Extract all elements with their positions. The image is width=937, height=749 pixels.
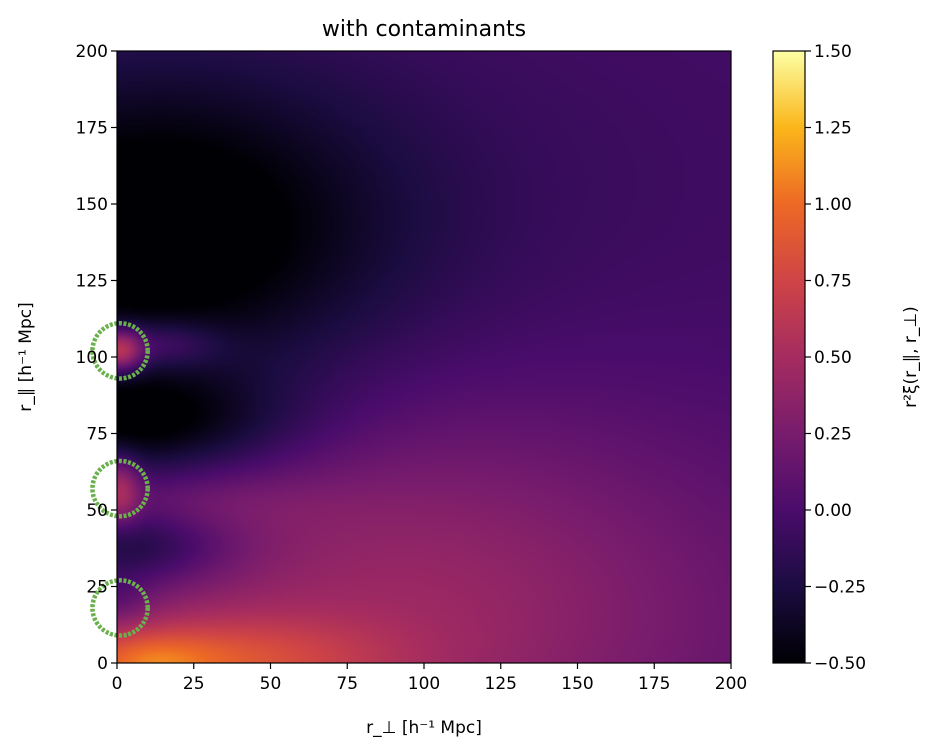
colorbar-tick-label: 0.25 [814, 425, 852, 445]
contaminant-markers [90, 321, 150, 638]
contaminant-circle-marker [90, 321, 150, 381]
y-tick-label: 150 [76, 195, 108, 215]
x-tick-label: 75 [336, 674, 358, 694]
contaminant-circle-marker [90, 458, 150, 519]
x-tick-label: 175 [638, 674, 670, 694]
heatmap-image [117, 51, 731, 663]
y-tick-label: 75 [86, 425, 108, 445]
chart-title: with contaminants [322, 17, 526, 42]
y-tick-label: 100 [76, 348, 108, 368]
x-tick-label: 100 [408, 674, 440, 694]
x-tick-label: 200 [715, 674, 747, 694]
colorbar-tick-label: 1.50 [814, 42, 852, 62]
x-tick-label: 25 [183, 674, 205, 694]
colorbar-label: r²ξ(r_∥, r_⊥) [901, 306, 921, 408]
colorbar [773, 51, 805, 663]
colorbar-tick-label: 1.25 [814, 119, 852, 139]
x-tick-label: 150 [561, 674, 593, 694]
heatmap [117, 51, 731, 663]
y-tick-label: 25 [86, 578, 108, 598]
colorbar-tick-label: 0.50 [814, 348, 852, 368]
colorbar-tick-label: 1.00 [814, 195, 852, 215]
y-tick-label: 0 [97, 654, 108, 674]
x-tick-label: 50 [260, 674, 282, 694]
colorbar-tick-label: −0.25 [814, 578, 866, 598]
contaminant-circle-marker [90, 578, 150, 638]
y-axis-ticks: 0 25 50 75 100 125 150 175 200 [76, 42, 117, 674]
y-tick-label: 175 [76, 119, 108, 139]
x-tick-label: 125 [485, 674, 517, 694]
colorbar-tick-label: 0.75 [814, 272, 852, 292]
y-tick-label: 125 [76, 272, 108, 292]
colorbar-ticks: −0.50 −0.25 0.00 0.25 0.50 0.75 1.00 1.25 1.50 [805, 42, 866, 674]
colorbar-tick-label: 0.00 [814, 501, 852, 521]
y-tick-label: 200 [76, 42, 108, 62]
y-tick-label: 50 [86, 501, 108, 521]
y-axis-label: r_∥ [h⁻¹ Mpc] [16, 302, 36, 411]
x-tick-label: 0 [112, 674, 123, 694]
x-axis-ticks: 0 25 50 75 100 125 150 175 200 [112, 663, 747, 694]
x-axis-label: r_⊥ [h⁻¹ Mpc] [366, 718, 482, 738]
colorbar-tick-label: −0.50 [814, 654, 866, 674]
